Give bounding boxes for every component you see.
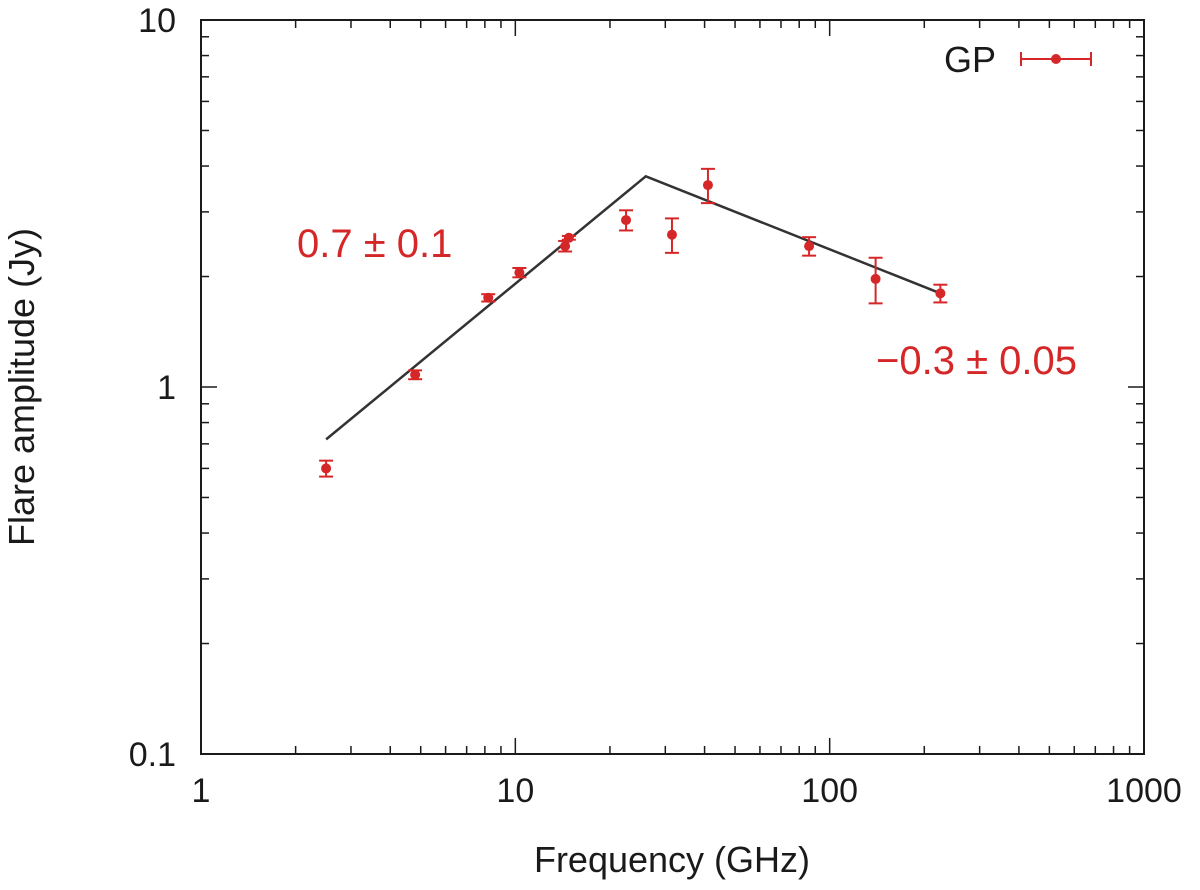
data-point [700, 167, 715, 205]
data-point [933, 283, 948, 304]
point-marker [870, 273, 881, 284]
data-point [512, 266, 527, 279]
x-tick-label: 100 [801, 772, 858, 810]
point-marker [804, 241, 815, 252]
legend: GP [944, 39, 1092, 80]
slope-annotation-falling: −0.3 ± 0.05 [876, 339, 1077, 383]
point-marker [563, 232, 574, 243]
point-marker [560, 241, 571, 252]
data-point [868, 256, 883, 305]
data-point [802, 236, 817, 257]
point-marker [321, 463, 332, 474]
data-point [319, 459, 334, 478]
data-point [561, 232, 576, 243]
legend-label: GP [944, 39, 996, 80]
axis-ticks [200, 20, 1144, 755]
point-marker [483, 292, 494, 303]
data-point [408, 369, 423, 381]
data-point [619, 209, 634, 232]
point-marker [621, 215, 632, 226]
y-tick-label: 0.1 [129, 736, 176, 774]
y-tick-label: 1 [157, 369, 176, 407]
point-marker [666, 229, 677, 240]
x-axis-title: Frequency (GHz) [534, 839, 810, 880]
data-point [481, 292, 496, 303]
legend-marker-dot [1051, 54, 1061, 64]
point-marker [702, 180, 713, 191]
axis-tick-labels: 1 10 100 1000 0.1 1 10 [129, 2, 1182, 810]
x-tick-label: 1000 [1106, 772, 1182, 810]
plot-frame [200, 19, 1145, 755]
point-marker [935, 288, 946, 299]
y-axis-title: Flare amplitude (Jy) [1, 228, 42, 546]
y-tick-label: 10 [138, 2, 176, 40]
point-marker [410, 369, 421, 380]
data-point [558, 239, 573, 253]
x-tick-label: 10 [496, 772, 534, 810]
x-tick-label: 1 [192, 772, 211, 810]
point-marker [514, 267, 525, 278]
slope-annotation-rising: 0.7 ± 0.1 [297, 222, 452, 266]
series-gp [319, 167, 948, 478]
data-point [664, 217, 679, 254]
fit-line [325, 174, 941, 441]
